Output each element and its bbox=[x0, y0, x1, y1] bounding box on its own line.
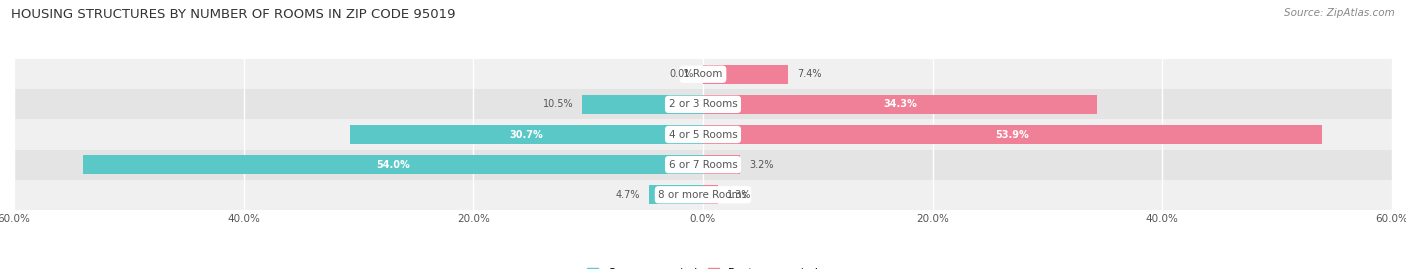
Text: HOUSING STRUCTURES BY NUMBER OF ROOMS IN ZIP CODE 95019: HOUSING STRUCTURES BY NUMBER OF ROOMS IN… bbox=[11, 8, 456, 21]
Bar bbox=[650, 185, 703, 204]
Text: 8 or more Rooms: 8 or more Rooms bbox=[658, 190, 748, 200]
Bar bbox=[14, 150, 1392, 180]
Text: 54.0%: 54.0% bbox=[375, 160, 411, 170]
Text: Source: ZipAtlas.com: Source: ZipAtlas.com bbox=[1284, 8, 1395, 18]
Text: 3.2%: 3.2% bbox=[749, 160, 773, 170]
Bar bbox=[582, 95, 703, 114]
Text: 30.7%: 30.7% bbox=[510, 129, 544, 140]
Text: 1 Room: 1 Room bbox=[683, 69, 723, 79]
Bar bbox=[14, 59, 1392, 89]
Bar bbox=[703, 185, 718, 204]
Bar bbox=[14, 180, 1392, 210]
Bar bbox=[703, 155, 740, 174]
Text: 0.0%: 0.0% bbox=[669, 69, 693, 79]
Bar bbox=[14, 119, 1392, 150]
Text: 4.7%: 4.7% bbox=[616, 190, 640, 200]
Legend: Owner-occupied, Renter-occupied: Owner-occupied, Renter-occupied bbox=[582, 264, 824, 269]
Text: 7.4%: 7.4% bbox=[797, 69, 821, 79]
Text: 6 or 7 Rooms: 6 or 7 Rooms bbox=[669, 160, 737, 170]
Bar bbox=[703, 95, 1097, 114]
Bar bbox=[703, 125, 1322, 144]
Bar bbox=[703, 65, 787, 84]
Bar bbox=[83, 155, 703, 174]
Bar bbox=[14, 89, 1392, 119]
Text: 34.3%: 34.3% bbox=[883, 99, 917, 109]
Text: 2 or 3 Rooms: 2 or 3 Rooms bbox=[669, 99, 737, 109]
Text: 4 or 5 Rooms: 4 or 5 Rooms bbox=[669, 129, 737, 140]
Bar bbox=[350, 125, 703, 144]
Text: 1.3%: 1.3% bbox=[727, 190, 751, 200]
Text: 10.5%: 10.5% bbox=[543, 99, 574, 109]
Text: 53.9%: 53.9% bbox=[995, 129, 1029, 140]
